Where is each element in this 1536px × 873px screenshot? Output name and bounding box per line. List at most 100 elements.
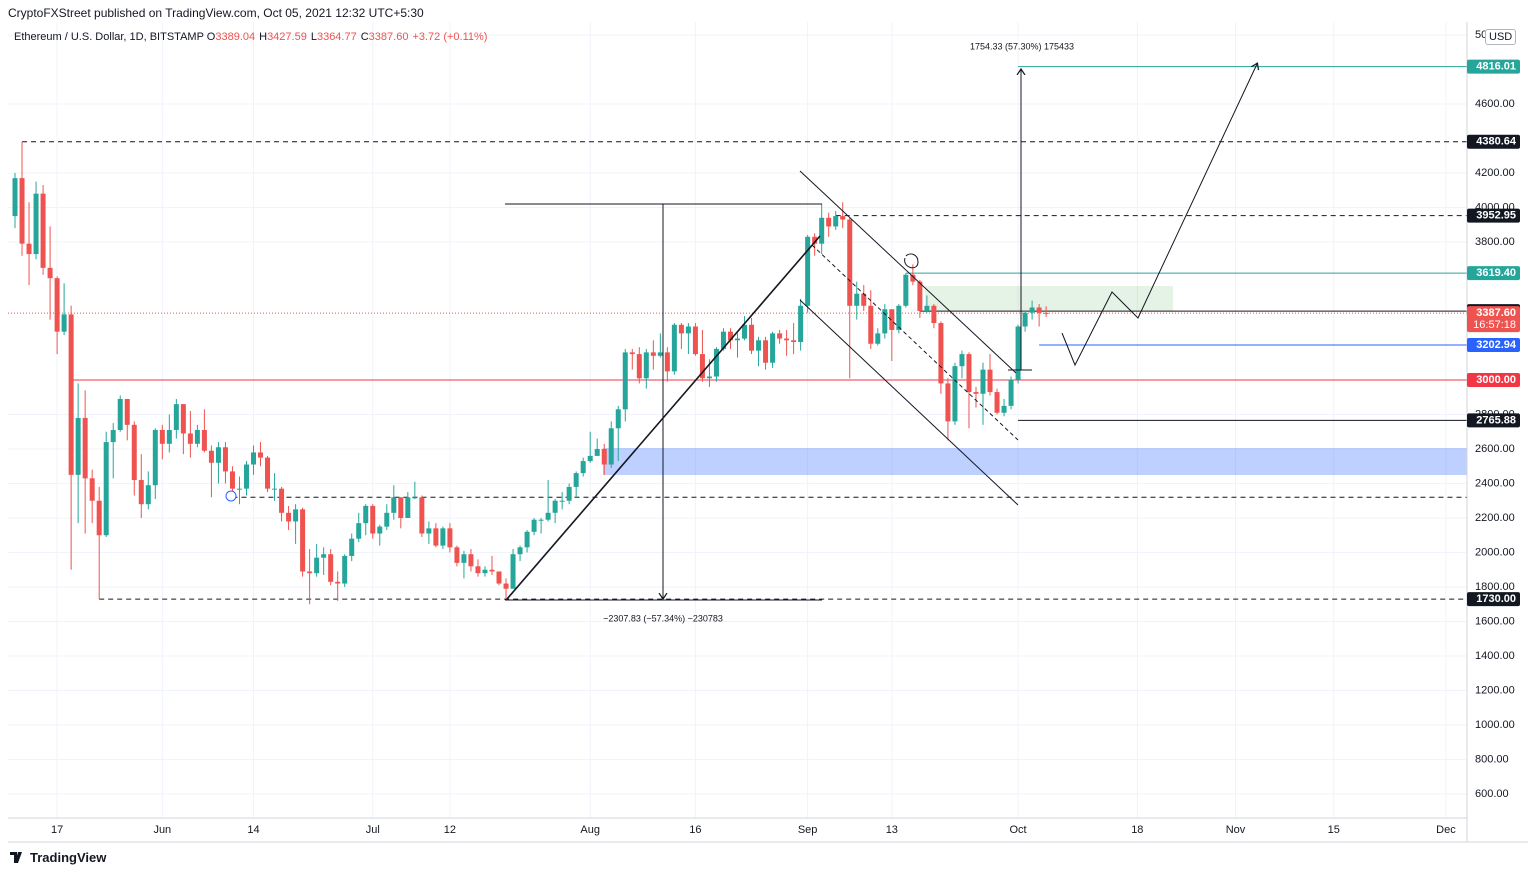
candle-body	[510, 554, 516, 589]
price-tag	[1467, 59, 1520, 74]
candle-body	[889, 309, 895, 330]
candle-body	[819, 217, 825, 244]
supply-zone	[925, 286, 1173, 311]
candle-body	[159, 430, 165, 444]
candle-body	[629, 352, 635, 355]
ohlc-value: 3364.77	[316, 31, 357, 43]
candle-body	[763, 340, 769, 363]
x-tick-label: 13	[886, 824, 898, 836]
y-tick-label: 600.00	[1475, 788, 1509, 800]
candle-body	[742, 324, 748, 339]
candle-body	[61, 314, 67, 332]
candle-body	[482, 569, 488, 574]
candle-body	[461, 554, 467, 563]
brand: TradingView	[30, 850, 107, 865]
candle-body	[68, 314, 74, 475]
x-tick-label: Aug	[580, 824, 600, 836]
candle-body	[152, 430, 158, 486]
levels	[8, 66, 1467, 600]
candle-body	[96, 500, 102, 536]
candle-body	[594, 448, 600, 456]
candle-body	[671, 324, 677, 372]
candle-body	[243, 464, 249, 489]
price-tag	[1467, 306, 1520, 333]
trend-line	[506, 235, 821, 600]
candle-body	[187, 433, 193, 444]
candle-body	[833, 216, 839, 227]
candle-body	[910, 274, 916, 282]
candle-body	[1015, 326, 1021, 380]
candle-body	[713, 348, 719, 377]
x-tick-label: 14	[247, 824, 259, 836]
candle-body	[82, 417, 88, 479]
candle-body	[791, 340, 797, 343]
candle-body	[861, 293, 867, 306]
candle-body	[398, 497, 404, 518]
candle-body	[798, 305, 804, 343]
price-tags: 4816.014380.643952.953619.403398.903387.…	[1467, 59, 1520, 607]
candle-body	[1029, 307, 1035, 313]
candle-body	[959, 354, 965, 367]
candle-body	[236, 488, 242, 490]
candle-body	[1001, 405, 1007, 413]
marker-circle	[225, 490, 237, 502]
candle-body	[924, 305, 930, 311]
y-tick-label: 1800.00	[1475, 581, 1515, 593]
candle-body	[903, 274, 909, 306]
candle-body	[40, 193, 46, 268]
candle-body	[173, 404, 179, 431]
candle-body	[489, 569, 495, 572]
logo	[10, 852, 22, 863]
y-tick-label: 1200.00	[1475, 684, 1515, 696]
candle-body	[699, 354, 705, 379]
y-tick-label: 4200.00	[1475, 167, 1515, 179]
candle-body	[33, 193, 39, 255]
candle-body	[517, 547, 523, 555]
candle-body	[966, 354, 972, 393]
candle-body	[440, 528, 446, 546]
candle-body	[566, 486, 572, 501]
axes: 17 Jun 14 Jul 12 Aug 16 Sep 13 Oct 18 Nov 15 Dec 600.0…	[51, 29, 1515, 836]
price-tag-label: 3000.00	[1476, 374, 1516, 386]
candle-body	[272, 488, 278, 490]
channel-mid	[811, 244, 1019, 441]
rise-label: 1754.33 (57.30%) 175433	[970, 41, 1074, 51]
projection-path	[1061, 64, 1257, 367]
ohlc-key: H	[259, 31, 268, 43]
candle-body	[145, 485, 151, 505]
candle-body	[650, 352, 656, 356]
candle-body	[475, 566, 481, 574]
candle-body	[657, 352, 663, 356]
drop-label: −2307.83 (−57.34%) −230783	[603, 613, 723, 623]
candle-body	[103, 442, 109, 536]
candle-body	[251, 452, 257, 465]
channel-lower	[799, 299, 1019, 506]
y-tick-label: 1600.00	[1475, 615, 1515, 627]
candle-body	[222, 447, 228, 472]
y-tick-label: 1000.00	[1475, 719, 1515, 731]
ohlc-value: 3389.04	[215, 31, 256, 43]
y-tick-label: 800.00	[1475, 753, 1509, 765]
candle-body	[735, 338, 740, 341]
candle-body	[987, 369, 993, 393]
price-tag-label: 4380.64	[1476, 136, 1517, 148]
candle-body	[412, 497, 418, 499]
candle-body	[826, 217, 832, 227]
candle-body	[75, 417, 81, 475]
candle-body	[559, 500, 565, 502]
x-tick-label: Jul	[366, 824, 380, 836]
candle-body	[201, 430, 207, 451]
candle-body	[720, 331, 726, 349]
candle-body	[258, 452, 264, 458]
candle-body	[419, 497, 425, 534]
x-tick-label: 16	[689, 824, 701, 836]
candle-body	[138, 480, 144, 505]
candle-body	[587, 455, 593, 462]
candle-body	[615, 409, 621, 429]
x-tick-label: Dec	[1436, 824, 1456, 836]
candle-body	[265, 457, 271, 489]
candle-body	[854, 293, 860, 306]
candle-body	[749, 324, 755, 351]
